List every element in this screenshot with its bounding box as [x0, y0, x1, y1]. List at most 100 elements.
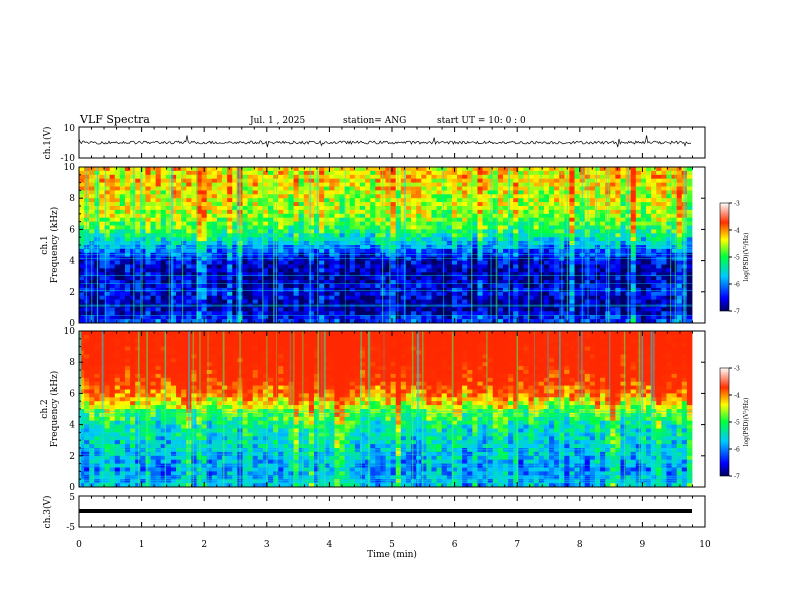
- spectrogram-cell: [145, 287, 151, 293]
- spectrogram-cell: [523, 206, 529, 211]
- spectrogram-cell: [630, 178, 637, 183]
- spectrogram-cell: [124, 311, 131, 316]
- spectrogram-cell: [176, 280, 182, 285]
- spectrogram-cell: [635, 272, 642, 277]
- spectrogram-cell: [472, 229, 478, 234]
- spectrogram-cell: [119, 295, 126, 300]
- spectrogram-cell: [104, 178, 111, 183]
- spectrogram-cell: [109, 233, 116, 238]
- spectrogram-cell: [196, 213, 202, 219]
- spectrogram-cell: [610, 237, 616, 242]
- spectrogram-cell: [334, 237, 340, 242]
- spectrogram-cell: [339, 248, 346, 254]
- spectrogram-cell: [186, 311, 192, 316]
- spectrogram-cell: [140, 307, 146, 312]
- spectrogram-cell: [135, 182, 141, 187]
- spectrogram-cell: [155, 319, 162, 324]
- spectrogram-cell: [370, 233, 376, 238]
- spectrogram-cell: [99, 315, 105, 320]
- spectrogram-cell: [130, 260, 136, 265]
- spectrogram-cell: [257, 280, 264, 285]
- spectrogram-cell: [170, 190, 177, 195]
- spectrogram-cell: [119, 178, 126, 183]
- spectrogram-cell: [329, 303, 335, 308]
- spectrogram-cell: [451, 291, 458, 297]
- spectrogram-cell: [462, 291, 468, 297]
- spectrogram-cell: [165, 319, 172, 324]
- spectrogram-cell: [206, 170, 213, 176]
- spectrogram-cell: [150, 213, 157, 219]
- spectrogram-cell: [574, 217, 581, 222]
- spectrogram-cell: [477, 225, 483, 230]
- spectrogram-cell: [79, 209, 85, 215]
- spectrogram-cell: [656, 276, 662, 281]
- spectrogram-cell: [502, 280, 509, 285]
- spectrogram-cell: [462, 206, 468, 211]
- spectrogram-cell: [354, 256, 361, 261]
- spectrogram-cell: [273, 186, 279, 191]
- spectrogram-cell: [268, 202, 274, 207]
- spectrogram-cell: [472, 167, 478, 172]
- ch1-colorbar-label: log(PSD)(V²/Hz): [743, 233, 750, 282]
- spectrogram-cell: [313, 209, 320, 215]
- spectrogram-cell: [252, 264, 259, 269]
- spectrogram-cell: [482, 291, 489, 297]
- spectrogram-cell: [375, 256, 381, 261]
- spectrogram-cell: [370, 170, 376, 176]
- spectrogram-cell: [569, 225, 575, 230]
- spectrogram-cell: [242, 178, 248, 183]
- spectrogram-cell: [257, 295, 264, 300]
- spectrogram-cell: [554, 307, 560, 312]
- spectrogram-cell: [354, 225, 361, 230]
- spectrogram-cell: [523, 237, 529, 242]
- spectrogram-cell: [109, 295, 116, 300]
- spectrogram-cell: [257, 268, 264, 273]
- spectrogram-cell: [472, 284, 478, 289]
- spectrogram-cell: [176, 291, 182, 297]
- spectrogram-cell: [523, 280, 529, 285]
- spectrogram-cell: [554, 256, 560, 261]
- spectrogram-cell: [508, 221, 514, 226]
- spectrogram-cell: [620, 280, 626, 285]
- ch1-colorbar-gradient: [719, 202, 730, 312]
- spectrogram-cell: [370, 319, 376, 324]
- spectrogram-cell: [411, 331, 417, 336]
- spectrogram-cell: [222, 225, 228, 230]
- spectrogram-cell: [298, 307, 305, 312]
- spectrogram-cell: [252, 217, 259, 222]
- spectrogram-cell: [370, 260, 376, 265]
- spectrogram-cell: [365, 206, 371, 211]
- spectrogram-cell: [661, 256, 667, 261]
- spectrogram-cell: [170, 170, 177, 176]
- spectrogram-cell: [671, 225, 678, 230]
- spectrogram-cell: [308, 315, 315, 320]
- spectrogram-cell: [523, 268, 529, 273]
- spectrogram-cell: [273, 190, 279, 195]
- spectrogram-cell: [518, 178, 524, 183]
- spectrogram-cell: [365, 217, 371, 222]
- spectrogram-cell: [252, 233, 259, 238]
- spectrogram-cell: [492, 225, 499, 230]
- spectrogram-cell: [635, 198, 642, 203]
- spectrogram-cell: [646, 206, 652, 211]
- spectrogram-cell: [99, 303, 105, 308]
- spectrogram-cell: [502, 186, 509, 191]
- spectrogram-cell: [497, 209, 504, 215]
- spectrogram-cell: [232, 209, 238, 215]
- spectrogram-cell: [518, 182, 524, 187]
- spectrogram-streak: [239, 167, 242, 323]
- spectrogram-cell: [319, 276, 325, 281]
- spectrogram-cell: [390, 170, 397, 176]
- spectrogram-cell: [365, 221, 371, 226]
- spectrogram-cell: [686, 287, 693, 293]
- spectrogram-cell: [441, 287, 448, 293]
- spectrogram-cell: [426, 213, 432, 219]
- spectrogram-streak: [133, 167, 135, 323]
- spectrogram-cell: [676, 186, 683, 191]
- spectrogram-cell: [487, 170, 494, 176]
- spectrogram-cell: [472, 221, 478, 226]
- spectrogram-cell: [589, 284, 596, 289]
- spectrogram-cell: [446, 237, 453, 242]
- spectrogram-cell: [457, 311, 463, 316]
- spectrogram-cell: [482, 217, 489, 222]
